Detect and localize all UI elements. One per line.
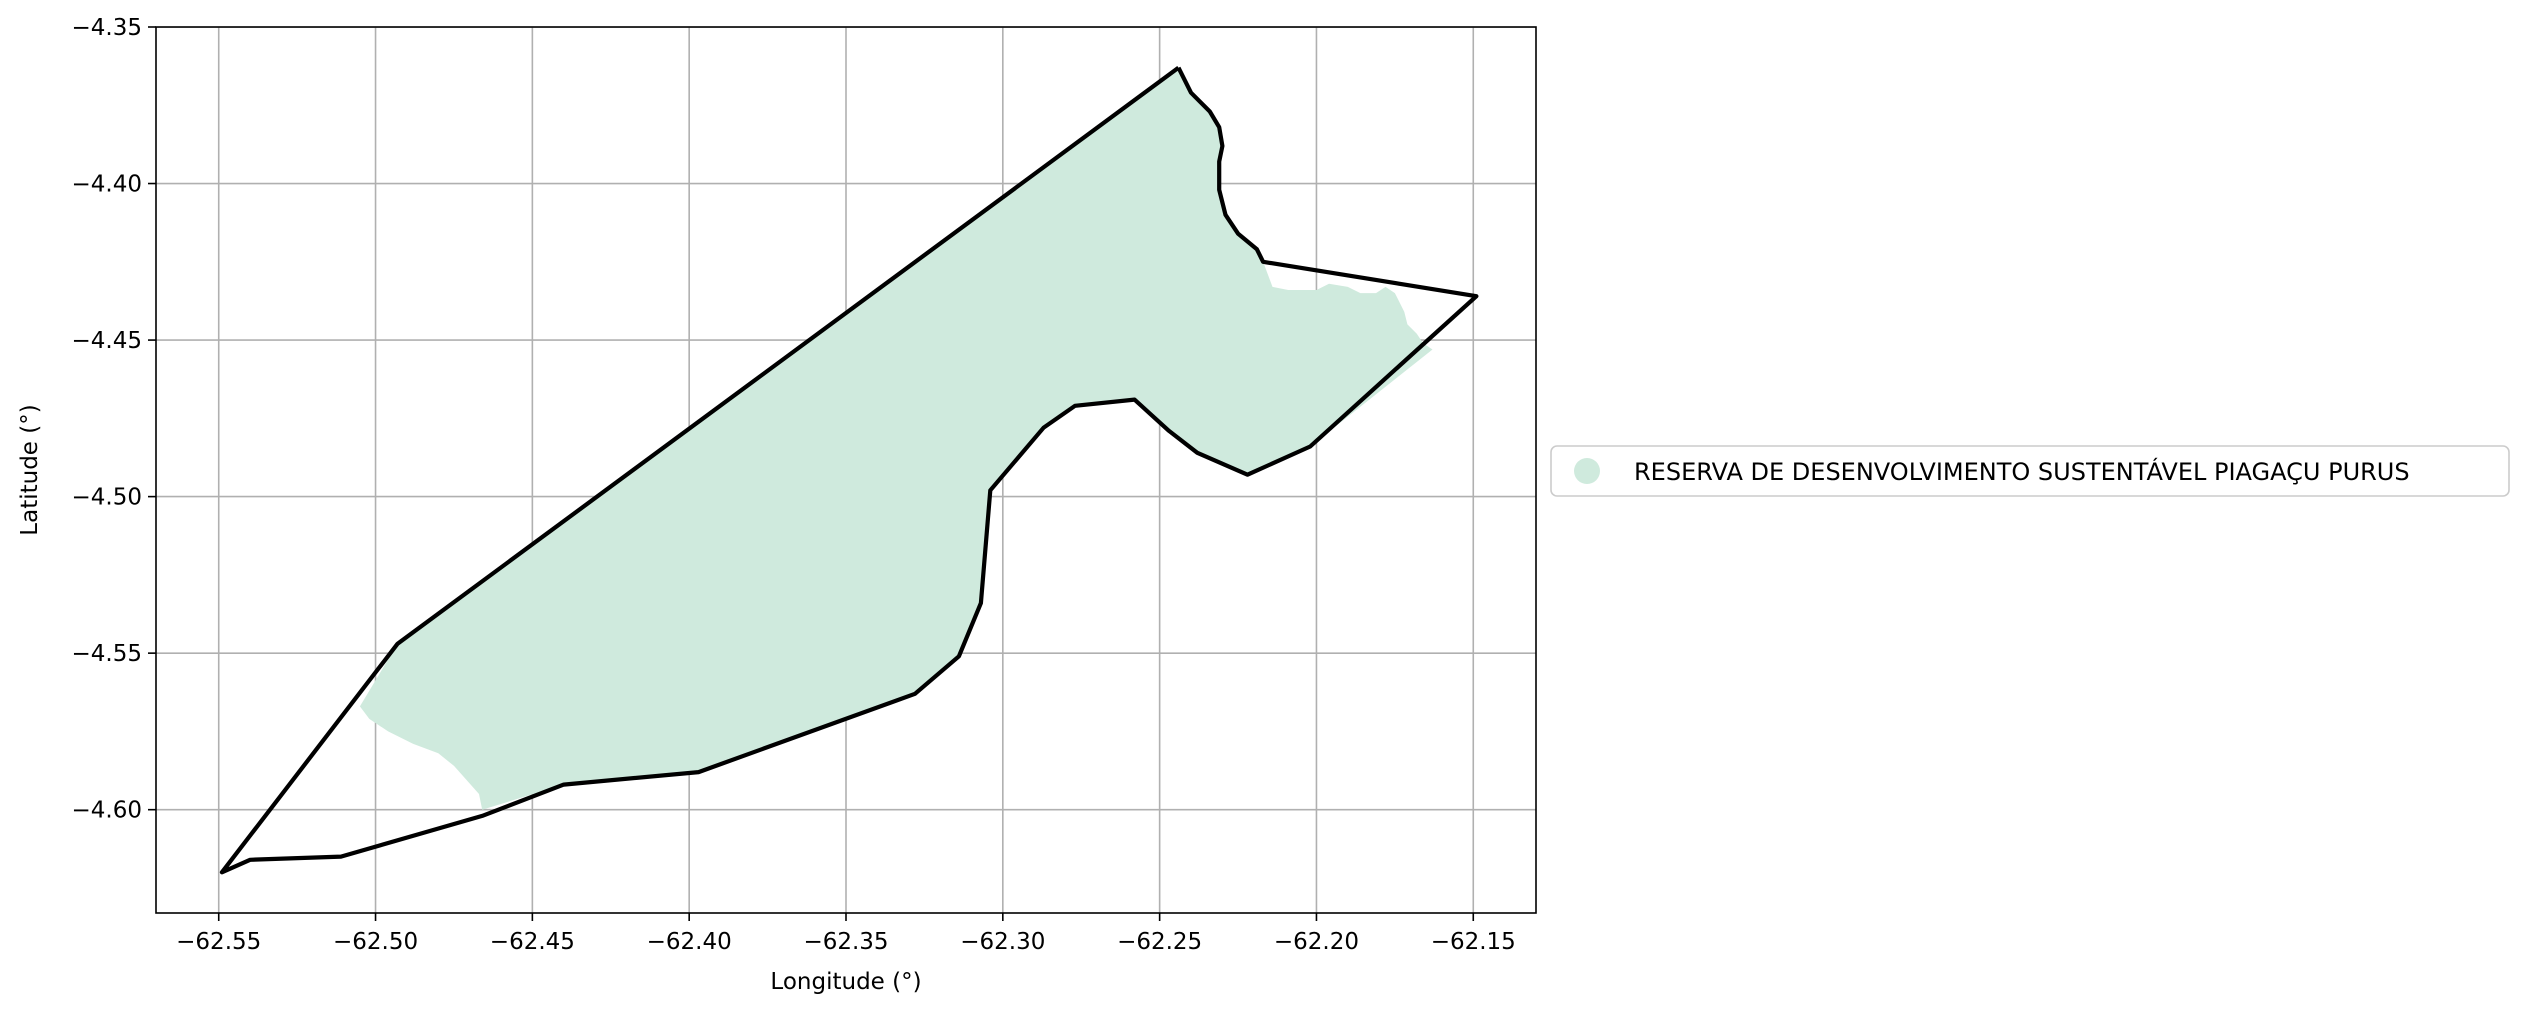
y-tick-label: −4.55 (72, 641, 142, 667)
x-tick-label: −62.30 (960, 929, 1045, 955)
y-tick-label: −4.60 (72, 798, 142, 824)
legend-label-reserve: RESERVA DE DESENVOLVIMENTO SUSTENTÁVEL P… (1634, 457, 2410, 486)
plot-area (156, 27, 1536, 913)
legend-marker-reserve (1574, 458, 1600, 484)
x-tick-label: −62.20 (1274, 929, 1359, 955)
x-tick-label: −62.50 (333, 929, 418, 955)
legend-frame (1550, 445, 2510, 497)
x-tick-label: −62.40 (647, 929, 732, 955)
y-tick-label: −4.40 (72, 172, 142, 198)
x-tick-label: −62.15 (1431, 929, 1516, 955)
y-axis-ticks: −4.35 −4.40 −4.45 −4.50 −4.55 −4.60 (72, 15, 156, 824)
legend: RESERVA DE DESENVOLVIMENTO SUSTENTÁVEL P… (1550, 445, 2510, 497)
boundary-outline (219, 66, 1479, 875)
x-axis-label: Longitude (°) (770, 969, 921, 995)
x-axis-ticks: −62.55 −62.50 −62.45 −62.40 −62.35 −62.30 −62.… (176, 913, 1516, 955)
x-tick-label: −62.35 (803, 929, 888, 955)
boundary-layer (219, 66, 1479, 875)
y-tick-label: −4.45 (72, 328, 142, 354)
x-tick-label: −62.25 (1117, 929, 1202, 955)
area-fill-layer (359, 67, 1433, 810)
y-tick-label: −4.50 (72, 485, 142, 511)
x-tick-label: −62.45 (490, 929, 575, 955)
y-axis-label: Latitude (°) (17, 404, 43, 535)
reserve-area-polygon (359, 67, 1433, 810)
x-tick-label: −62.55 (176, 929, 261, 955)
y-tick-label: −4.35 (72, 15, 142, 41)
